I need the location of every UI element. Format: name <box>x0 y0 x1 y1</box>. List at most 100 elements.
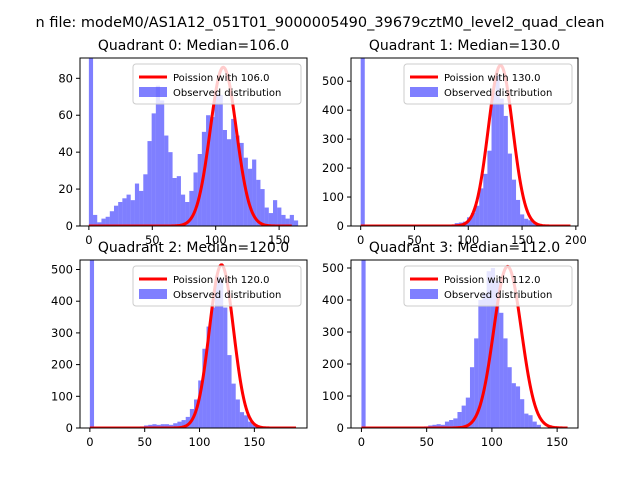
histogram-bar <box>479 188 484 226</box>
y-tick-label: 200 <box>51 358 73 372</box>
y-tick-label: 200 <box>322 357 344 371</box>
histogram-bar <box>210 117 215 226</box>
histogram-bar <box>499 312 504 428</box>
histogram-bar <box>482 293 487 428</box>
histogram-bar <box>277 207 282 226</box>
histogram-bar <box>227 355 232 428</box>
histogram-bar <box>88 58 94 226</box>
legend-hist-label: Observed distribution <box>173 88 281 99</box>
legend-fit-label: Poission with 112.0 <box>444 275 540 286</box>
poisson-fit-line <box>360 63 572 226</box>
histogram-bar <box>520 214 525 226</box>
histogram-bar <box>486 271 491 428</box>
histogram-bar <box>176 176 181 226</box>
x-tick-label: 50 <box>419 435 434 449</box>
x-tick-label: 100 <box>457 233 479 247</box>
plot-area <box>89 260 297 428</box>
panel-title: Quadrant 0: Median=106.0 <box>98 38 289 54</box>
histogram-bar <box>193 172 198 226</box>
panel-3: 0 50 100 150 0 100 200 300 400 500 Quadrant 3: Med… <box>322 240 579 449</box>
histogram-bar <box>471 212 476 226</box>
histogram-bar <box>160 100 165 226</box>
histogram-bar <box>143 174 148 226</box>
y-tick-label: 0 <box>337 219 344 233</box>
histogram-bar <box>122 198 127 226</box>
histogram-bar <box>164 135 169 226</box>
x-tick-label: 50 <box>137 435 152 449</box>
histogram-bar <box>281 214 286 226</box>
histogram-bar <box>256 179 261 226</box>
y-tick-label: 500 <box>322 261 344 275</box>
histogram-bar <box>169 424 174 428</box>
histogram-bar <box>520 399 525 428</box>
y-tick-label: 200 <box>322 161 344 175</box>
histogram-bar <box>461 405 466 428</box>
histogram-bar <box>105 216 110 226</box>
histogram-bar <box>139 190 144 226</box>
histogram-bar <box>113 205 119 226</box>
x-tick-label: 150 <box>243 435 265 449</box>
poisson-fit-line <box>88 65 293 226</box>
histogram-bar <box>156 424 161 428</box>
histogram-bar <box>239 142 244 226</box>
histogram-bar <box>239 412 245 428</box>
histogram-bar <box>147 141 152 226</box>
histogram-bar <box>214 275 220 428</box>
histogram-bar <box>152 424 157 428</box>
histogram-bar <box>285 218 290 226</box>
legend-box <box>403 265 573 307</box>
y-tick-label: 300 <box>51 326 73 340</box>
histogram-bar <box>507 153 512 226</box>
legend-box <box>132 265 302 307</box>
histogram-bar <box>89 260 95 428</box>
histogram-bar <box>495 75 500 226</box>
figure-suptitle: n file: modeM0/AS1A12_051T01_9000005490_… <box>36 15 605 31</box>
histogram-bar <box>235 135 240 226</box>
histogram-bar <box>469 367 475 428</box>
y-tick-label: 400 <box>322 103 344 117</box>
histogram-bar <box>361 260 366 428</box>
histogram-bar <box>214 93 219 226</box>
panel-title: Quadrant 2: Median=120.0 <box>98 240 289 256</box>
histogram-bar <box>268 213 274 226</box>
histogram-bar <box>180 194 186 226</box>
histogram-bar <box>219 279 224 428</box>
panel-title: Quadrant 1: Median=130.0 <box>369 38 560 54</box>
histogram-bar <box>247 168 253 226</box>
x-tick-label: 0 <box>85 233 92 247</box>
histogram-bar <box>148 424 153 428</box>
legend-fit-label: Poission with 120.0 <box>173 275 269 286</box>
axes-frame <box>79 57 308 227</box>
histogram-bar <box>289 214 294 226</box>
histogram-bar <box>235 399 240 428</box>
y-tick-label: 80 <box>58 71 73 85</box>
y-tick-label: 100 <box>322 190 344 204</box>
y-tick-label: 100 <box>322 389 344 403</box>
histogram-bar <box>231 383 236 428</box>
histogram-bar <box>118 202 123 226</box>
x-tick-label: 0 <box>357 233 364 247</box>
histogram-bar <box>490 268 496 428</box>
histogram-bar <box>360 58 365 226</box>
histogram-bar <box>475 205 480 226</box>
x-tick-label: 50 <box>145 233 160 247</box>
axes-frame <box>350 259 579 429</box>
histogram-bar <box>503 338 508 428</box>
histogram-bar <box>491 92 496 226</box>
histogram-bar <box>511 179 517 226</box>
legend-hist-label: Observed distribution <box>444 290 552 301</box>
y-tick-label: 40 <box>58 145 73 159</box>
y-tick-label: 400 <box>322 293 344 307</box>
histogram-bar <box>189 190 194 226</box>
legend-hist-swatch <box>410 289 438 299</box>
histogram-bar <box>515 386 521 428</box>
histogram-bar <box>109 211 114 226</box>
histogram-bar <box>181 420 186 428</box>
panel-0: 0 50 100 150 0 20 40 60 80 Quadrant 0: Median=106… <box>58 38 308 247</box>
x-tick-label: 50 <box>407 233 422 247</box>
histogram-bar <box>532 223 537 226</box>
histogram-bar <box>432 424 437 428</box>
histogram-bar <box>173 423 178 428</box>
legend-hist-label: Observed distribution <box>173 290 281 301</box>
histogram-bar <box>483 173 488 226</box>
